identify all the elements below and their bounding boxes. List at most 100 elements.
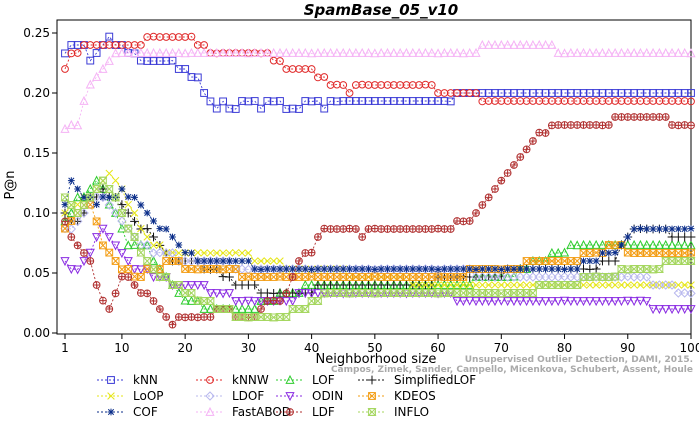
point-loop [478,281,487,289]
y-tick-label: 0.15 [23,146,50,160]
point-knn [314,97,322,105]
point-loop [624,281,632,289]
point-ldof [471,272,481,282]
point-ldf-cross [580,121,587,129]
point-fastabod [458,48,468,58]
point-ldf-cross [459,218,467,225]
point-ldf-cross [67,233,75,241]
point-ldf-cross [599,122,606,129]
point-inflo-inner [155,273,165,281]
point-simplifiedlof [610,256,620,266]
point-inflo-inner [243,313,253,322]
point-ldf-cross [74,242,82,249]
point-kdeos-cross [567,257,575,265]
point-kdeos-cross [453,273,461,281]
point-simplifiedlof [149,232,158,242]
point-ldof [123,223,133,234]
point-loop [427,281,436,289]
point-odin [465,296,475,306]
point-fastabod [363,47,374,57]
point-ldf-cross [630,113,638,121]
legend-label-odin: ODIN [312,389,343,403]
point-cof [226,257,233,265]
point-odin [294,289,304,299]
point-knn [295,105,303,113]
point-ldf-cross [162,313,170,321]
point-kdeos-cross [548,257,556,265]
point-cof [624,233,632,241]
point-cof [150,217,157,225]
point-cof [257,266,265,273]
point-ldof [313,264,323,274]
point-ldof [256,264,266,274]
point-simplifiedlof [142,224,152,233]
point-kdeos-cross [307,272,316,281]
point-ldof [420,264,431,274]
point-inflo-inner [629,265,639,273]
point-lof [186,295,197,305]
point-kdeos [136,273,145,281]
point-kdeos-cross [194,265,202,274]
point-cof [295,265,303,273]
point-ldof [338,264,348,274]
point-ldf-cross [535,129,543,136]
point-inflo-inner [199,297,209,305]
point-fastabod [509,39,519,49]
point-odin [686,305,696,315]
point-kdeos-cross [143,265,151,273]
point-inflo-inner [623,265,633,274]
point-ldf-cross [523,146,530,153]
point-knnw [339,81,348,89]
point-fastabod [578,47,589,57]
point-cof [440,265,448,273]
point-cof [244,257,252,265]
point-fastabod [161,47,171,57]
point-fastabod [186,47,197,57]
point-ldf-cross [131,281,138,289]
point-cof [74,185,82,193]
point-ldof [161,248,171,258]
point-kdeos-cross [459,273,468,281]
point-kdeos-cross [383,273,392,281]
point-fastabod [167,47,178,57]
point-inflo-inner [439,289,450,297]
point-fastabod [136,47,146,57]
point-kdeos-cross [440,273,449,281]
point-cof [491,265,499,273]
x-tick-label: 10 [114,341,129,355]
point-cof [396,265,404,273]
y-tick-label: 0.20 [23,86,50,100]
point-inflo-inner [92,185,102,193]
point-lof [547,247,557,257]
point-kdeos-cross [314,273,322,281]
point-loop [175,249,183,257]
point-cof [687,225,695,232]
point-fastabod [623,47,633,57]
point-lof [597,239,608,249]
point-ldf-cross [257,305,265,313]
point-ldf-cross [447,225,455,233]
point-ldf-cross [516,153,524,161]
point-loop [680,281,689,289]
legend-item-cof: COF [97,405,158,419]
point-fastabod [540,39,551,49]
point-ldof [654,280,665,290]
point-inflo-inner [332,289,342,297]
point-knnw [61,65,69,73]
legend-label-fastabod: FastABOD [232,405,291,419]
point-cof [497,266,505,273]
point-odin [661,305,671,315]
point-ldf-cross [409,225,417,233]
point-fastabod [300,47,310,57]
point-cof [105,194,113,201]
legend-item-loop: LoOP [97,389,164,403]
legend-item-ldof: LDOF [196,389,264,403]
point-inflo-inner [224,305,235,313]
point-fastabod [66,119,76,129]
point-loop [149,241,158,250]
point-odin [123,257,133,267]
point-kdeos-cross [257,273,265,281]
point-fastabod [269,47,279,57]
point-fastabod [250,47,260,57]
point-inflo-inner [477,289,487,297]
